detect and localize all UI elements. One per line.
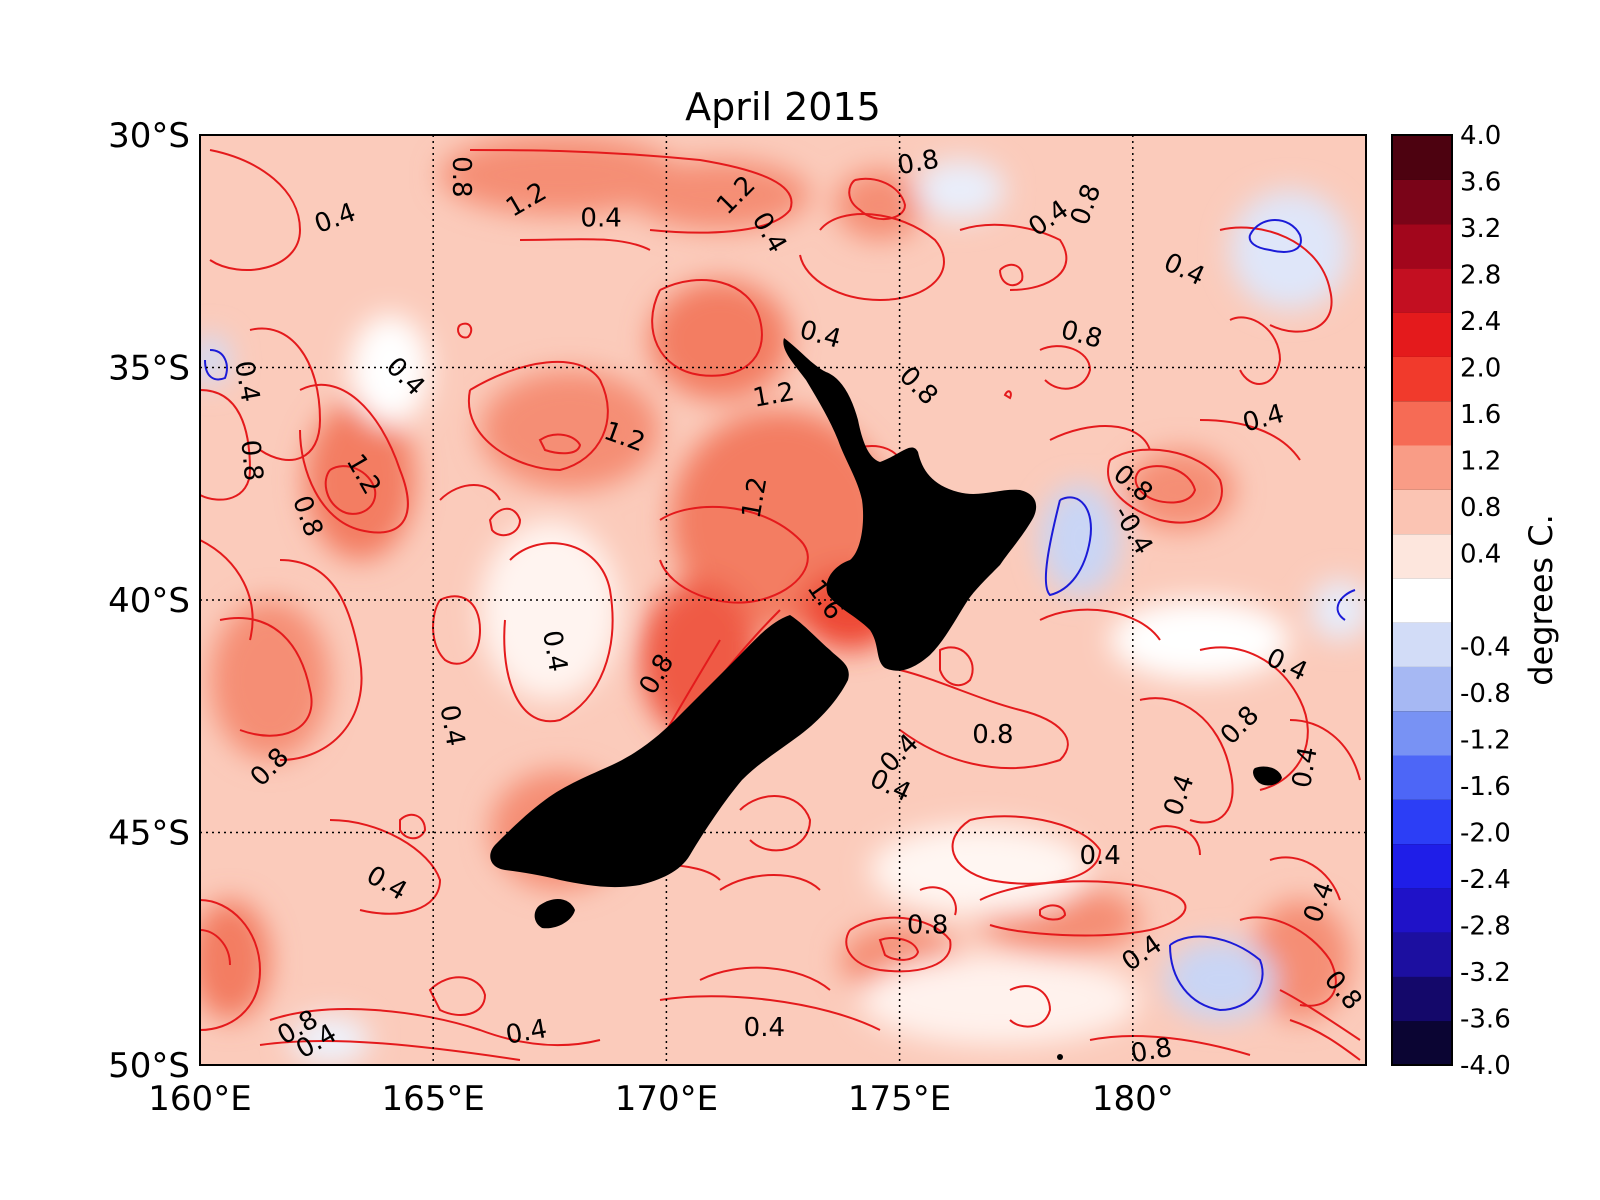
colorbar-segment [1392, 445, 1452, 490]
contour-label: 0.8 [235, 439, 268, 483]
colorbar: 4.0 3.6 3.2 2.8 2.4 2.0 1.6 1.2 0.8 0.4 -0.4 -0.8 -1… [1391, 121, 1511, 1081]
colorbar-tick-label: 2.0 [1460, 354, 1501, 384]
colorbar-segment [1392, 710, 1452, 756]
colorbar-tick-label: -4.0 [1460, 1051, 1511, 1081]
longitude-tick-label: 175°E [848, 1079, 951, 1119]
colorbar-tick-label: 3.2 [1460, 214, 1501, 244]
latitude-tick-label: 50°S [108, 1046, 190, 1086]
stewart-island [534, 898, 575, 929]
contour-label: 0.4 [536, 628, 573, 674]
colorbar-segment [1392, 976, 1452, 1022]
north-island [783, 338, 1037, 671]
latitude-tick-label: 30°S [108, 116, 190, 156]
contour-label: 0.4 [580, 204, 621, 234]
colorbar-segment [1392, 135, 1452, 180]
chatham-islands [1253, 766, 1282, 786]
colorbar-segment [1392, 400, 1452, 446]
anomaly-shading [200, 135, 1366, 1065]
colorbar-frame [1391, 134, 1453, 1066]
colorbar-segment [1392, 887, 1452, 933]
contour-label: 0.4 [433, 703, 470, 749]
colorbar-segment [1392, 755, 1452, 800]
colorbar-tick-label: -2.4 [1460, 865, 1511, 895]
contour-label: 0.4 [504, 1014, 550, 1051]
colorbar-tick-label: -3.2 [1460, 958, 1511, 988]
colorbar-tick-label: -1.6 [1460, 772, 1511, 802]
latitude-tick-label: 45°S [108, 814, 190, 854]
map-title: April 2015 [685, 85, 881, 129]
colorbar-tick-label: 0.8 [1460, 493, 1501, 523]
colorbar-segment [1392, 843, 1452, 889]
colorbar-segment [1392, 356, 1452, 402]
longitude-tick-label: 160°E [148, 1079, 251, 1119]
colorbar-segment [1392, 577, 1452, 623]
colorbar-segment [1392, 533, 1452, 579]
colorbar-segment [1392, 1020, 1452, 1066]
colorbar-label: degrees C. [1522, 514, 1560, 686]
colorbar-tick-label: 1.6 [1460, 400, 1501, 430]
colorbar-tick-label: -2.0 [1460, 819, 1511, 849]
graticule [200, 135, 1366, 1065]
negative-contours [204, 219, 1356, 1012]
contour-label: 0.8 [907, 911, 948, 941]
latitude-tick-label: 40°S [108, 581, 190, 621]
longitude-axis: 160°E 165°E 170°E 175°E 180° [148, 1079, 1173, 1119]
colorbar-tick-label: 0.4 [1460, 540, 1501, 570]
land-new-zealand [490, 338, 1282, 1060]
colorbar-tick-label: -3.6 [1460, 1005, 1511, 1035]
positive-contours [200, 149, 1361, 1061]
longitude-tick-label: 180° [1092, 1079, 1174, 1119]
colorbar-tick-label: 2.8 [1460, 261, 1501, 291]
map-plot-area [200, 135, 1366, 1065]
contour-label: 0.4 [1079, 841, 1120, 871]
contour-label: 0.8 [972, 720, 1013, 750]
contour-label: 0.4 [1287, 744, 1324, 790]
colorbar-segment [1392, 799, 1452, 845]
colorbar-tick-label: -0.4 [1460, 633, 1511, 663]
colorbar-segment [1392, 179, 1452, 225]
colorbar-segment [1392, 666, 1452, 712]
colorbar-segment [1392, 312, 1452, 357]
contour-label: 0.8 [1128, 1033, 1174, 1070]
contour-label: 0.8 [446, 156, 476, 197]
longitude-tick-label: 170°E [615, 1079, 718, 1119]
colorbar-segment [1392, 932, 1452, 977]
contour-label: 0.4 [228, 358, 265, 404]
contour-label: 0.8 [895, 145, 941, 182]
longitude-tick-label: 165°E [382, 1079, 485, 1119]
colorbar-segment [1392, 489, 1452, 535]
plot-frame [199, 134, 1367, 1066]
south-island [490, 615, 849, 888]
contour-label: 1.2 [737, 475, 774, 521]
colorbar-tick-label: 1.2 [1460, 447, 1501, 477]
latitude-tick-label: 35°S [108, 349, 190, 389]
contour-label: 0.4 [744, 1013, 785, 1043]
colorbar-segment [1392, 267, 1452, 313]
colorbar-tick-label: -2.8 [1460, 912, 1511, 942]
contour-label: 1.2 [751, 377, 797, 414]
colorbar-tick-label: 3.6 [1460, 168, 1501, 198]
latitude-axis: 30°S 35°S 40°S 45°S 50°S [108, 116, 190, 1086]
colorbar-segment [1392, 622, 1452, 667]
colorbar-segment [1392, 223, 1452, 269]
colorbar-tick-label: 4.0 [1460, 121, 1501, 151]
colorbar-tick-label: 2.4 [1460, 307, 1501, 337]
colorbar-tick-label: -0.8 [1460, 679, 1511, 709]
colorbar-tick-label: -1.2 [1460, 726, 1511, 756]
